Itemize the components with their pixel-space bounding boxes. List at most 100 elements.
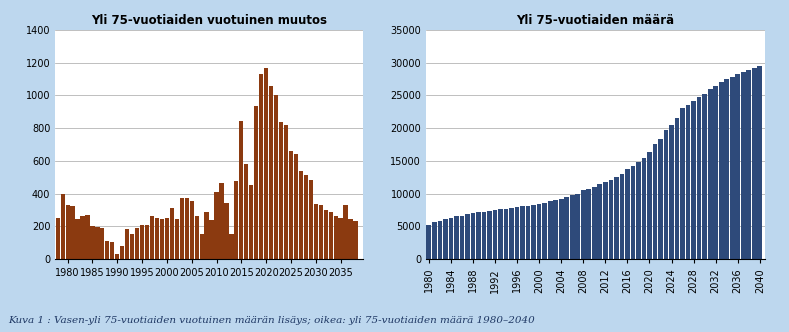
Bar (509, 208, 514, 259)
Bar (476, 212, 481, 259)
Bar (559, 199, 563, 259)
Bar (308, 180, 313, 259)
Bar (274, 95, 279, 259)
Bar (61, 194, 65, 259)
Bar (245, 164, 249, 259)
Bar (105, 241, 110, 259)
Bar (459, 216, 464, 259)
Bar (708, 89, 712, 259)
Bar (597, 184, 602, 259)
Bar (319, 205, 323, 259)
Bar (470, 213, 475, 259)
Bar (174, 219, 179, 259)
Bar (135, 228, 139, 259)
Bar (619, 174, 624, 259)
Bar (432, 222, 436, 259)
Bar (170, 208, 174, 259)
Bar (304, 175, 308, 259)
Bar (249, 185, 253, 259)
Bar (675, 118, 679, 259)
Bar (76, 219, 80, 259)
Bar (110, 242, 114, 259)
Bar (219, 183, 223, 259)
Text: Kuva 1 : Vasen-yli 75-vuotiaiden vuotuinen määrän lisäys; oikea: yli 75-vuotiaid: Kuva 1 : Vasen-yli 75-vuotiaiden vuotuin… (8, 316, 535, 325)
Bar (230, 234, 234, 259)
Bar (279, 122, 283, 259)
Bar (155, 218, 159, 259)
Title: Yli 75-vuotiaiden määrä: Yli 75-vuotiaiden määrä (517, 14, 675, 27)
Bar (647, 152, 652, 259)
Bar (658, 139, 663, 259)
Bar (564, 197, 569, 259)
Bar (299, 171, 303, 259)
Bar (115, 254, 119, 259)
Bar (55, 218, 60, 259)
Bar (548, 202, 552, 259)
Bar (209, 220, 214, 259)
Bar (730, 77, 735, 259)
Bar (234, 181, 238, 259)
Bar (438, 221, 442, 259)
Bar (503, 208, 508, 259)
Bar (697, 97, 701, 259)
Bar (185, 198, 189, 259)
Bar (165, 218, 169, 259)
Bar (487, 211, 492, 259)
Bar (195, 216, 199, 259)
Bar (140, 224, 144, 259)
Bar (289, 151, 293, 259)
Bar (752, 68, 757, 259)
Bar (294, 154, 298, 259)
Bar (160, 219, 164, 259)
Bar (592, 187, 596, 259)
Bar (70, 206, 75, 259)
Bar (719, 82, 724, 259)
Bar (581, 190, 585, 259)
Bar (575, 194, 580, 259)
Bar (603, 182, 608, 259)
Bar (95, 227, 99, 259)
Bar (314, 204, 318, 259)
Bar (323, 210, 327, 259)
Bar (180, 199, 184, 259)
Bar (625, 169, 630, 259)
Bar (514, 207, 519, 259)
Bar (669, 125, 674, 259)
Bar (757, 66, 762, 259)
Bar (636, 162, 641, 259)
Bar (614, 177, 619, 259)
Bar (492, 210, 497, 259)
Bar (427, 225, 431, 259)
Bar (608, 180, 613, 259)
Bar (338, 218, 342, 259)
Title: Yli 75-vuotiaiden vuotuinen muutos: Yli 75-vuotiaiden vuotuinen muutos (91, 14, 327, 27)
Bar (200, 234, 204, 259)
Bar (343, 205, 348, 259)
Bar (664, 130, 668, 259)
Bar (713, 86, 718, 259)
Bar (349, 219, 353, 259)
Bar (239, 121, 244, 259)
Bar (353, 221, 357, 259)
Bar (120, 246, 125, 259)
Bar (531, 205, 536, 259)
Bar (189, 201, 194, 259)
Bar (264, 67, 268, 259)
Bar (145, 225, 149, 259)
Bar (284, 125, 288, 259)
Bar (204, 211, 209, 259)
Bar (641, 157, 646, 259)
Bar (215, 192, 219, 259)
Bar (542, 203, 547, 259)
Bar (586, 189, 591, 259)
Bar (691, 101, 696, 259)
Bar (259, 74, 264, 259)
Bar (741, 72, 746, 259)
Bar (465, 214, 469, 259)
Bar (224, 203, 229, 259)
Bar (254, 106, 258, 259)
Bar (686, 105, 690, 259)
Bar (481, 212, 486, 259)
Bar (724, 79, 729, 259)
Bar (100, 228, 104, 259)
